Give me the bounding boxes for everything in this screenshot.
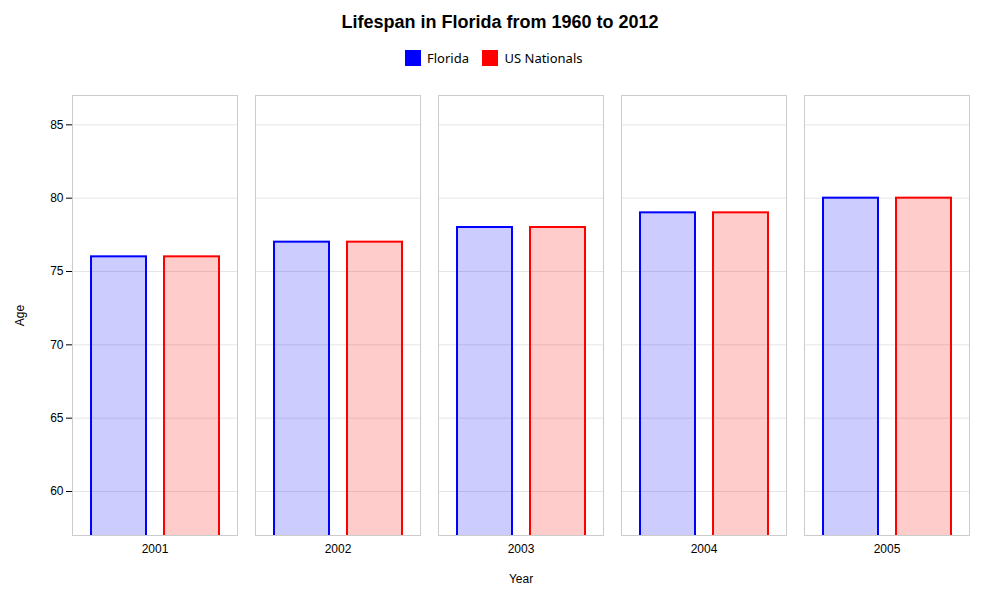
svg-text:Year: Year [509, 571, 533, 585]
svg-text:2004: 2004 [691, 542, 718, 556]
svg-text:70: 70 [50, 337, 64, 351]
svg-text:2005: 2005 [874, 542, 901, 556]
svg-text:85: 85 [50, 117, 64, 131]
svg-text:75: 75 [50, 264, 64, 278]
svg-text:80: 80 [50, 191, 64, 205]
svg-text:60: 60 [50, 484, 64, 498]
svg-text:2002: 2002 [325, 542, 352, 556]
svg-text:Age: Age [13, 304, 27, 326]
svg-text:2003: 2003 [508, 542, 535, 556]
svg-text:65: 65 [50, 411, 64, 425]
svg-text:2001: 2001 [142, 542, 169, 556]
html-text:Florida: Florida [427, 48, 469, 67]
html-text:Lifespan in Florida from 1960: Lifespan in Florida from 1960 to 2012 [341, 12, 659, 32]
html-text:US Nationals: US Nationals [504, 48, 583, 67]
